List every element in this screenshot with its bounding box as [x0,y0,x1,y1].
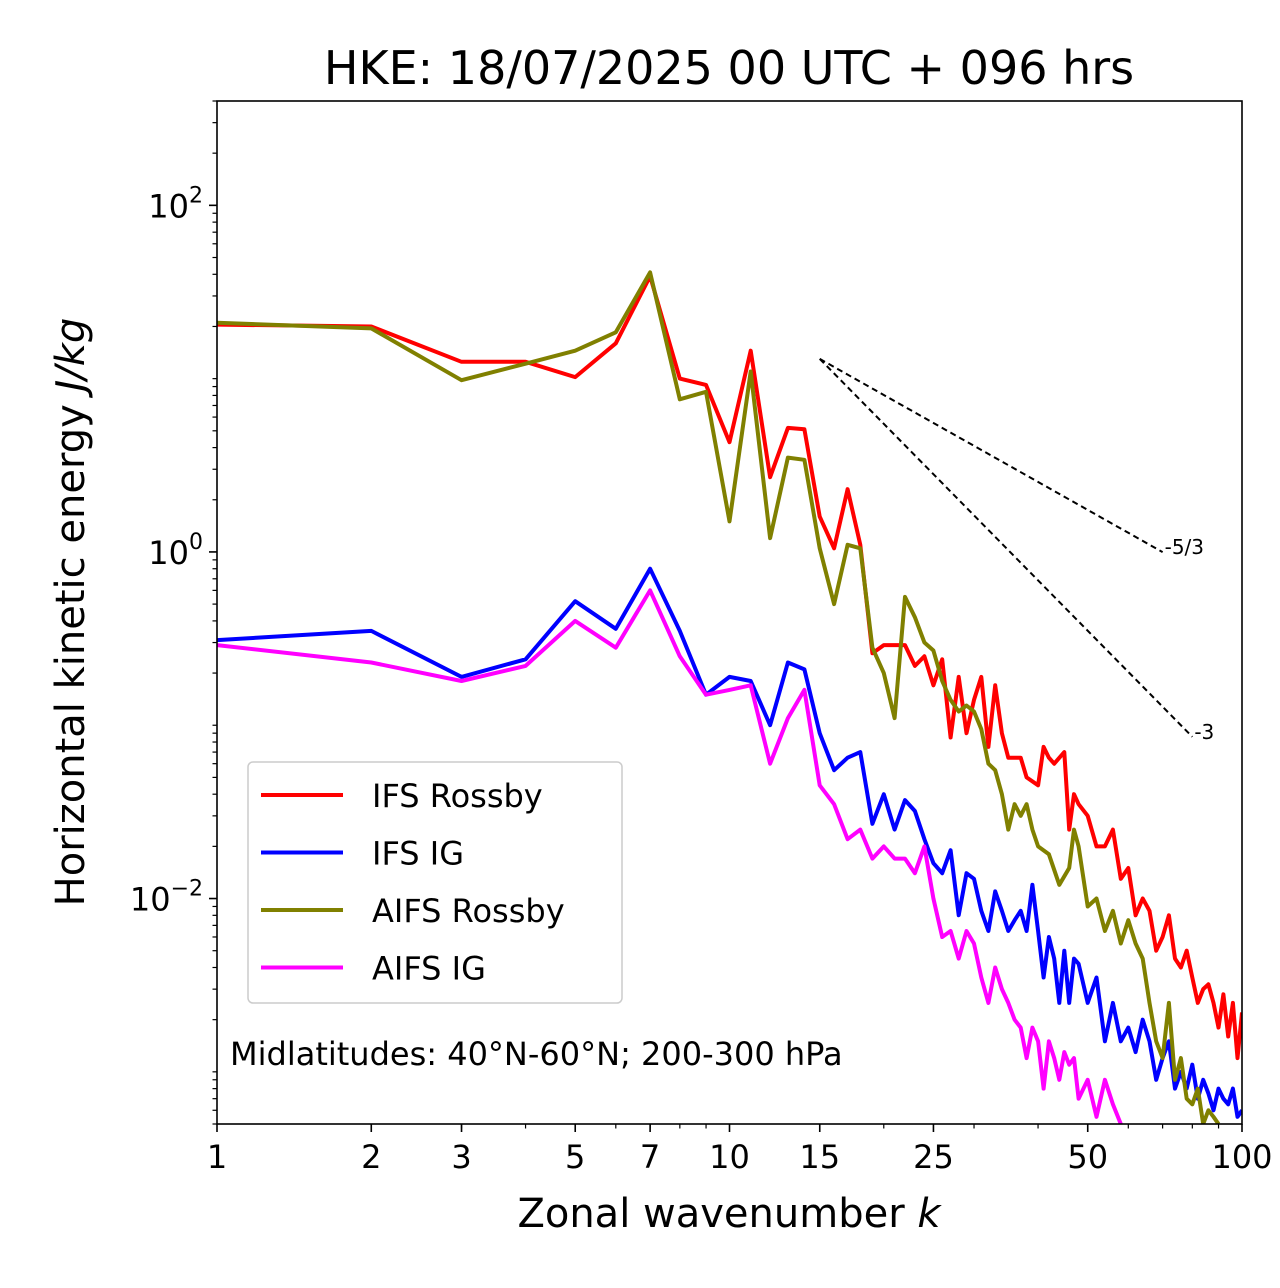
x-axis-label-text: Zonal wavenumber [517,1191,917,1237]
y-tick-exponent: 2 [189,183,203,208]
legend-label: IFS Rossby [372,777,543,815]
x-tick-label: 25 [913,1138,954,1176]
series-line [217,566,1242,1119]
reference-line [819,358,1164,553]
x-tick-label: 5 [565,1138,585,1176]
x-tick-label: 100 [1211,1138,1272,1176]
x-tick-label: 10 [709,1138,750,1176]
y-axis-label: Horizontal kinetic energy J/kg [48,318,94,907]
legend-box [247,761,623,1004]
x-tick-label: 3 [451,1138,471,1176]
y-tick-base: 10 [148,187,189,225]
reference-line-label: -5/3 [1165,535,1204,559]
y-tick-exponent: 0 [189,530,203,555]
series-line [217,588,1123,1124]
x-axis-label: Zonal wavenumber k [517,1191,942,1237]
reference-lines: -5/3 -3 [819,358,1214,744]
reference-line-label: -3 [1194,720,1214,744]
y-tick-base: 10 [130,881,171,919]
legend-label: AIFS Rossby [372,892,565,930]
y-tick-base: 10 [148,534,189,572]
y-tick-label: 10−2 [130,877,203,919]
legend-label: AIFS IG [372,950,486,988]
series-line [217,274,1242,1061]
x-tick-label: 7 [640,1138,660,1176]
region-annotation: Midlatitudes: 40°N-60°N; 200-300 hPa [230,1035,843,1073]
reference-line [819,358,1194,738]
chart-title: HKE: 18/07/2025 00 UTC + 096 hrs [324,41,1134,95]
series-line [217,270,1221,1124]
y-tick-exponent: −2 [171,877,203,902]
y-axis-label-unit: J/kg [48,318,94,399]
x-tick-label: 2 [361,1138,381,1176]
x-tick-label: 50 [1067,1138,1108,1176]
x-axis-label-variable: k [917,1191,942,1237]
series-layer [217,270,1242,1124]
y-tick-label: 100 [148,530,203,572]
legend-label: IFS IG [372,835,464,873]
x-tick-label: 1 [207,1138,227,1176]
x-tick-label: 15 [799,1138,840,1176]
legend-items: IFS Rossby IFS IG AIFS Rossby AIFS IG [261,777,565,988]
y-tick-label: 102 [148,183,203,225]
plot-frame [216,100,1243,1125]
y-axis-label-text: Horizontal kinetic energy [48,392,94,907]
legend: IFS Rossby IFS IG AIFS Rossby AIFS IG [247,761,623,1004]
